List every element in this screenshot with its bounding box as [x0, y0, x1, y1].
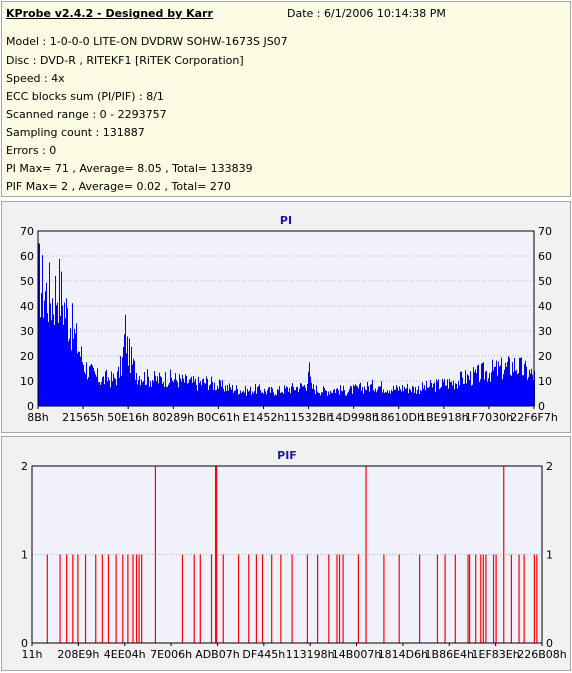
y-tick-label-left: 40	[20, 300, 34, 313]
x-tick-label: 226B08h	[517, 648, 567, 661]
x-tick-label: 14B007h	[332, 648, 382, 661]
y-tick-label-left: 50	[20, 275, 34, 288]
y-tick-label-right: 20	[538, 350, 552, 363]
disc-info-panel: KProbe v2.4.2 - Designed by Karr Date : …	[1, 1, 571, 197]
x-tick-label: 1EF83Eh	[472, 648, 520, 661]
y-tick-label-right: 2	[546, 460, 553, 473]
y-tick-label-right: 50	[538, 275, 552, 288]
x-tick-label: 4EE04h	[104, 648, 146, 661]
pi-chart-panel: PI 0 0 10 10 20 20 30 30 40 40 50 50 60 60 70 70 8Bh 21565…	[1, 201, 571, 433]
x-tick-label: 14D998h	[328, 411, 378, 424]
x-tick-label: 11532Bh	[284, 411, 334, 424]
y-tick-label-left: 10	[20, 375, 34, 388]
plot-area	[38, 231, 534, 406]
x-tick-label: 113198h	[286, 648, 335, 661]
x-tick-label: B0C61h	[197, 411, 240, 424]
y-tick-label-right: 40	[538, 300, 552, 313]
chart-title: PI	[280, 214, 292, 227]
y-tick-label-right: 0	[546, 637, 553, 650]
x-tick-label: 1BE918h	[419, 411, 468, 424]
info-pif-stats: PIF Max= 2 , Average= 0.02 , Total= 270	[6, 180, 231, 193]
y-tick-label-left: 30	[20, 325, 34, 338]
x-tick-label: 18610Dh	[374, 411, 424, 424]
x-tick-label: 11h	[22, 648, 43, 661]
y-tick-label-left: 2	[21, 460, 28, 473]
plot-border	[37, 230, 535, 407]
x-tick-label: E1452h	[242, 411, 284, 424]
scan-date: Date : 6/1/2006 10:14:38 PM	[287, 7, 446, 20]
info-model: Model : 1-0-0-0 LITE-ON DVDRW SOHW-1673S…	[6, 35, 288, 48]
x-tick-label: 1F7030h	[465, 411, 513, 424]
pif-chart: PIF 0 0 1 1 2 2 11h 208E9h 4EE04h 7E006h ADB07h DF44…	[21, 449, 567, 661]
info-sampling-count: Sampling count : 131887	[6, 126, 145, 139]
chart-title: PIF	[277, 449, 297, 462]
info-speed: Speed : 4x	[6, 72, 65, 85]
y-tick-label-right: 0	[538, 400, 545, 413]
y-tick-label-left: 70	[20, 225, 34, 238]
pif-chart-panel: PIF 0 0 1 1 2 2 11h 208E9h 4EE04h 7E006h ADB07h DF44…	[1, 436, 571, 671]
y-tick-label-right: 10	[538, 375, 552, 388]
pi-chart: PI 0 0 10 10 20 20 30 30 40 40 50 50 60 60 70 70 8Bh 21565…	[20, 214, 558, 424]
x-tick-label: 22F6F7h	[510, 411, 558, 424]
x-tick-label: 50E16h	[107, 411, 149, 424]
y-tick-label-left: 1	[21, 549, 28, 562]
info-scanned-range: Scanned range : 0 - 2293757	[6, 108, 167, 121]
y-tick-label-left: 60	[20, 250, 34, 263]
y-tick-label-left: 0	[27, 400, 34, 413]
x-tick-label: 80289h	[152, 411, 194, 424]
y-tick-label-left: 0	[21, 637, 28, 650]
app-title: KProbe v2.4.2 - Designed by Karr	[6, 7, 213, 20]
info-errors: Errors : 0	[6, 144, 57, 157]
x-tick-label: 1B86E4h	[425, 648, 474, 661]
x-tick-label: 21565h	[62, 411, 104, 424]
y-tick-label-right: 30	[538, 325, 552, 338]
x-tick-label: ADB07h	[195, 648, 240, 661]
info-ecc-blocks: ECC blocks sum (PI/PIF) : 8/1	[6, 90, 164, 103]
x-tick-label: 1814D6h	[378, 648, 428, 661]
plot-border	[31, 465, 543, 644]
y-tick-label-left: 20	[20, 350, 34, 363]
y-tick-label-right: 1	[546, 549, 553, 562]
x-tick-label: DF445h	[242, 648, 285, 661]
x-tick-label: 7E006h	[150, 648, 192, 661]
y-tick-label-right: 70	[538, 225, 552, 238]
info-disc: Disc : DVD-R , RITEKF1 [RiTEK Corporatio…	[6, 54, 244, 67]
y-tick-label-right: 60	[538, 250, 552, 263]
x-tick-label: 208E9h	[57, 648, 99, 661]
info-pi-stats: PI Max= 71 , Average= 8.05 , Total= 1338…	[6, 162, 253, 175]
x-tick-label: 8Bh	[27, 411, 49, 424]
